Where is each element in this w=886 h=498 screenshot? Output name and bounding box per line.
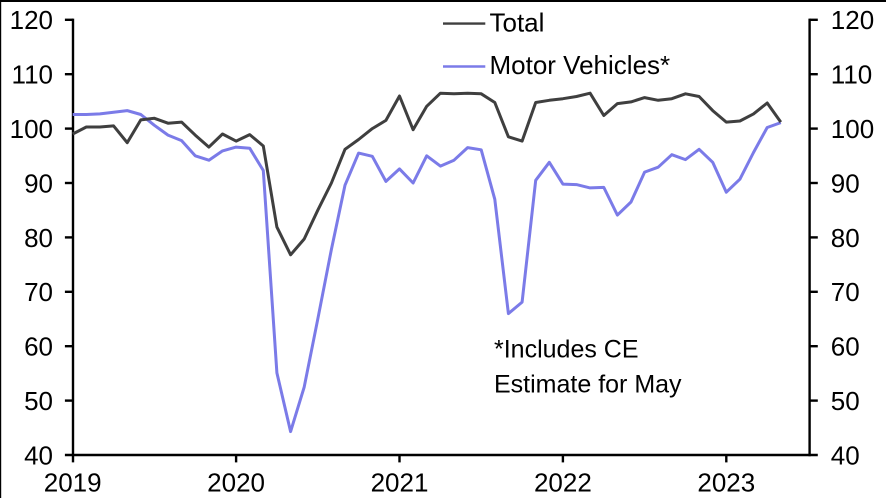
svg-text:2020: 2020 bbox=[207, 467, 265, 497]
svg-text:Motor Vehicles*: Motor Vehicles* bbox=[490, 50, 671, 80]
svg-text:110: 110 bbox=[12, 60, 53, 90]
svg-text:80: 80 bbox=[24, 223, 53, 253]
svg-text:Total: Total bbox=[490, 7, 545, 37]
svg-text:40: 40 bbox=[24, 440, 53, 470]
svg-text:100: 100 bbox=[831, 114, 874, 144]
svg-text:*Includes CE: *Includes CE bbox=[494, 336, 639, 364]
svg-text:60: 60 bbox=[831, 332, 860, 362]
svg-text:110: 110 bbox=[831, 60, 872, 90]
svg-text:120: 120 bbox=[831, 5, 874, 35]
svg-text:90: 90 bbox=[831, 168, 860, 198]
svg-text:2022: 2022 bbox=[534, 467, 592, 497]
svg-text:2021: 2021 bbox=[371, 467, 429, 497]
svg-text:Estimate for May: Estimate for May bbox=[494, 371, 682, 399]
svg-text:40: 40 bbox=[831, 440, 860, 470]
svg-text:90: 90 bbox=[24, 168, 53, 198]
svg-text:100: 100 bbox=[10, 114, 53, 144]
svg-text:120: 120 bbox=[10, 5, 53, 35]
svg-text:2019: 2019 bbox=[44, 467, 102, 497]
svg-text:60: 60 bbox=[24, 332, 53, 362]
svg-text:2023: 2023 bbox=[697, 467, 755, 497]
svg-text:50: 50 bbox=[24, 386, 53, 416]
svg-text:70: 70 bbox=[831, 277, 860, 307]
svg-text:80: 80 bbox=[831, 223, 860, 253]
svg-text:70: 70 bbox=[24, 277, 53, 307]
svg-text:50: 50 bbox=[831, 386, 860, 416]
